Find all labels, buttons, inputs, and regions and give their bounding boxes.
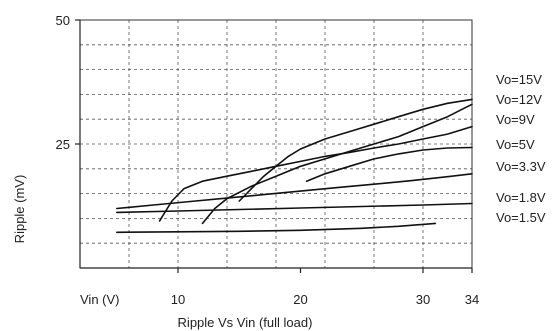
- series-line-vo-1-8v: [116, 202, 473, 214]
- ticks: 25 50 10 20 30 34: [56, 13, 480, 307]
- x-tick-label: 30: [416, 292, 430, 307]
- x-tick-label: 20: [293, 292, 307, 307]
- x-axis-label: Vin (V): [80, 292, 120, 307]
- legend-label: Vo=5V: [496, 137, 535, 152]
- chart-title: Ripple Vs Vin (full load): [178, 315, 313, 330]
- series-lines: [116, 98, 473, 234]
- y-axis-label: Ripple (mV): [12, 175, 27, 244]
- x-tick-label: 10: [171, 292, 185, 307]
- series-line-vo-5v: [305, 146, 473, 182]
- legend-label: Vo=9V: [496, 112, 535, 127]
- legend-label: Vo=12V: [496, 92, 542, 107]
- legend-label: Vo=15V: [496, 72, 542, 87]
- legend-label: Vo=3.3V: [496, 159, 546, 174]
- legend-label: Vo=1.8V: [496, 190, 546, 205]
- grid: [80, 20, 472, 268]
- series-line-vo-15v: [238, 98, 473, 202]
- legend-label: Vo=1.5V: [496, 210, 546, 225]
- x-tick-label: 34: [465, 292, 479, 307]
- y-tick-label: 25: [56, 137, 70, 152]
- series-line-vo-3-3v: [116, 173, 473, 210]
- legend: Vo=15V Vo=12V Vo=9V Vo=5V Vo=3.3V Vo=1.8V Vo=1…: [496, 72, 546, 225]
- y-tick-label: 50: [56, 13, 70, 28]
- series-line-vo-9v: [158, 125, 473, 222]
- series-line-vo-1-5v: [116, 222, 437, 234]
